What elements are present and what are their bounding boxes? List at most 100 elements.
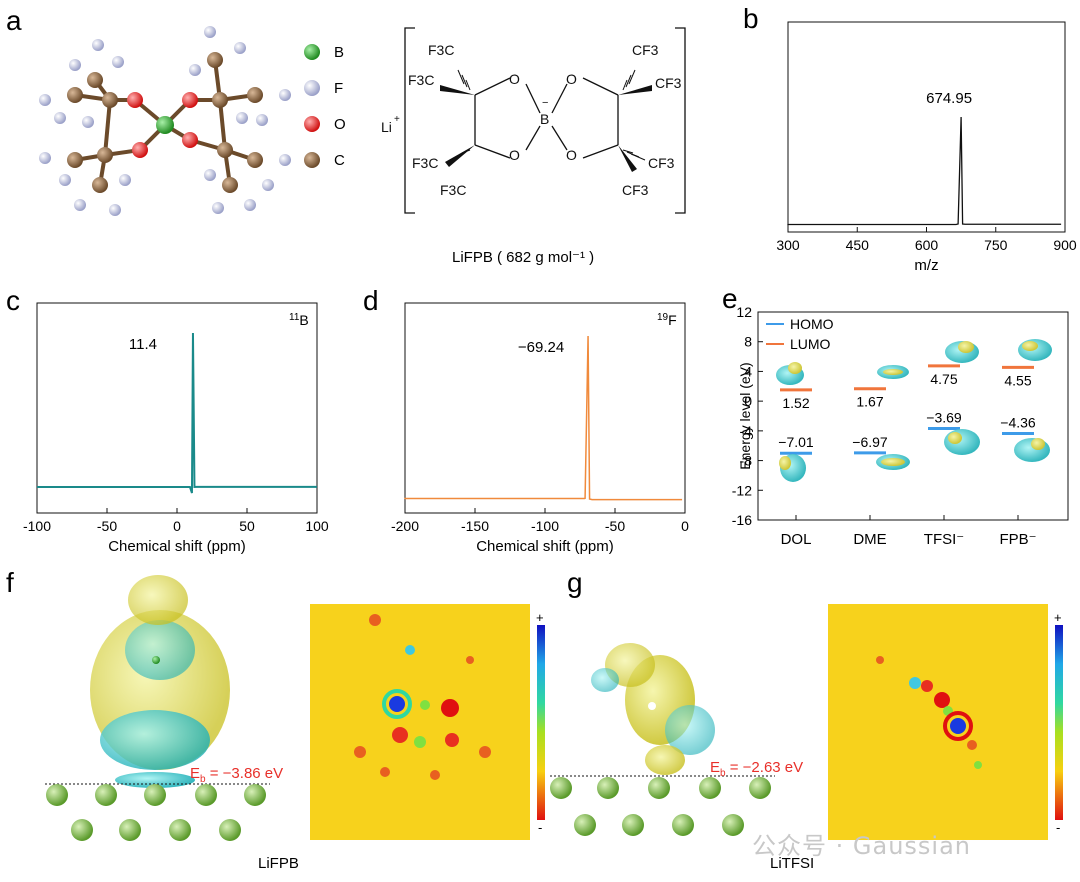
oxygen-label: O: [509, 147, 520, 163]
li-atom: [574, 814, 596, 836]
scale-minus-lifpb: -: [538, 820, 542, 835]
x-tick-label: TFSI⁻: [924, 531, 964, 548]
x-tick-label: DOL: [781, 531, 812, 548]
spectrum-line: [787, 116, 1062, 226]
x-axis-label: Chemical shift (ppm): [108, 538, 246, 555]
watermark: 公众号 · Gaussian: [752, 832, 971, 860]
boron-label: B: [540, 111, 549, 127]
colorscale-bar-litfsi: [1055, 625, 1063, 820]
li-atom: [622, 814, 644, 836]
x-tick-label: -100: [23, 518, 51, 534]
plot-frame: [36, 302, 318, 514]
charge-density-map-lifpb: [310, 604, 530, 840]
y-tick-label: 8: [744, 334, 752, 350]
panel-label-e: e: [722, 283, 738, 314]
energy-value-label: 4.55: [1004, 372, 1031, 388]
cf3-label: F3C: [412, 155, 438, 171]
x-tick-label: -50: [605, 518, 625, 534]
binding-energy-lifpb: Eb = −3.86 eV: [190, 765, 283, 785]
x-tick-label: 600: [915, 237, 939, 253]
y-axis-label: Energy level (eV): [737, 362, 753, 469]
chart-b-mass-spectrum: 300 450 600 750 900 m/z 674.95: [776, 21, 1077, 274]
x-tick-label: 50: [239, 518, 255, 534]
orbital-isosurfaces: [776, 339, 1052, 482]
cf3-label: CF3: [632, 42, 659, 58]
x-tick-label: 100: [305, 518, 329, 534]
x-tick-label: 750: [984, 237, 1008, 253]
atom-legend: B F O C: [304, 44, 346, 169]
li-atom: [46, 784, 68, 806]
x-axis-label: Chemical shift (ppm): [476, 538, 614, 555]
x-axis-label: m/z: [914, 257, 938, 274]
spectrum-line: [37, 332, 317, 494]
energy-value-label: 1.67: [856, 394, 883, 410]
peak-label: 674.95: [926, 90, 972, 107]
x-tick-label: -150: [461, 518, 489, 534]
binding-energy-litfsi: Eb = −2.63 eV: [710, 759, 803, 779]
energy-value-label: 4.75: [930, 371, 957, 387]
cf3-label: CF3: [655, 75, 682, 91]
li-atom: [699, 777, 721, 799]
caption-lifpb: LiFPB: [258, 855, 299, 872]
colorscale-bar-lifpb: [537, 625, 545, 820]
oxygen-label: O: [566, 147, 577, 163]
adsorption-model-litfsi: [550, 643, 775, 836]
energy-value-label: −3.69: [926, 410, 962, 426]
li-atom: [244, 784, 266, 806]
caption-litfsi: LiTFSI: [770, 855, 814, 872]
scale-minus-litfsi: -: [1056, 820, 1060, 835]
adsorption-model-lifpb: [45, 575, 270, 841]
li-atom: [550, 777, 572, 799]
chart-c-nmr-11b: -100 -50 0 50 100 Chemical shift (ppm) 11.4 11B: [23, 302, 329, 555]
li-atom: [195, 784, 217, 806]
li-label: Li: [381, 119, 392, 135]
nucleus-label: 19F: [657, 312, 677, 328]
peak-label: 11.4: [129, 336, 157, 353]
structure-caption: LiFPB ( 682 g mol⁻¹ ): [452, 249, 594, 266]
x-tick-label: -100: [531, 518, 559, 534]
x-tick-label: 450: [846, 237, 870, 253]
li-atom: [169, 819, 191, 841]
x-tick-label: DME: [853, 531, 886, 548]
cf3-label: CF3: [622, 182, 649, 198]
energy-value-label: −6.97: [852, 434, 888, 450]
li-atom: [95, 784, 117, 806]
x-tick-label: 300: [776, 237, 800, 253]
li-atom: [722, 814, 744, 836]
peak-label: −69.24: [518, 339, 564, 356]
li-charge: +: [394, 114, 400, 125]
plot-frame: [787, 21, 1066, 233]
oxygen-label: O: [566, 71, 577, 87]
panel-label-g: g: [567, 567, 583, 598]
li-atom: [144, 784, 166, 806]
panel-label-d: d: [363, 285, 379, 316]
cf3-label: F3C: [408, 72, 434, 88]
legend-label-c: C: [334, 152, 345, 169]
li-atom: [648, 777, 670, 799]
y-tick-label: -4: [740, 423, 753, 439]
legend-swatch-b: [304, 44, 320, 60]
y-tick-label: -8: [740, 453, 753, 469]
cf3-label: F3C: [440, 182, 466, 198]
chemical-structure: Li + O O O O B − F3C F3C F3C F3C CF3 CF3: [381, 27, 686, 214]
li-atom: [672, 814, 694, 836]
legend-label: HOMO: [790, 316, 834, 332]
chart-d-nmr-19f: -200 -150 -100 -50 0 Chemical shift (ppm) −69.…: [391, 302, 689, 555]
oxygen-label: O: [509, 71, 520, 87]
molecule-atoms: [39, 26, 291, 216]
chart-e-energy-levels: 12 8 4 0 -4 -8 -12 -16 Energy level (eV) DOL DME TF…: [732, 304, 1069, 548]
cf3-label: CF3: [648, 155, 675, 171]
li-atom: [597, 777, 619, 799]
y-tick-label: 12: [736, 304, 752, 320]
legend-swatch-f: [304, 80, 320, 96]
energy-value-label: −4.36: [1000, 415, 1036, 431]
scale-plus-litfsi: +: [1054, 610, 1062, 625]
charge-density-map-litfsi: [828, 604, 1048, 840]
li-atom: [749, 777, 771, 799]
energy-value-label: −7.01: [778, 434, 814, 450]
panel-label-f: f: [6, 567, 14, 598]
boron-charge: −: [542, 97, 548, 109]
panel-label-b: b: [743, 3, 759, 34]
y-tick-label: -16: [732, 512, 752, 528]
